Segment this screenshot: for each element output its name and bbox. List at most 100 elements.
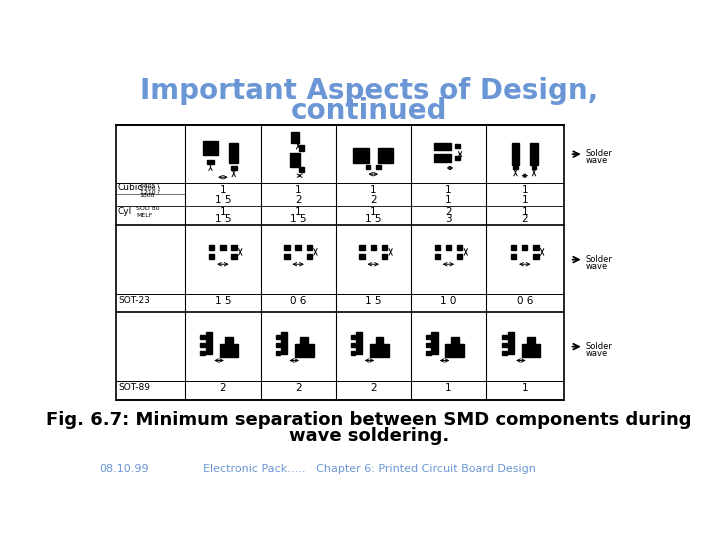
Bar xyxy=(291,132,299,143)
Text: MELF: MELF xyxy=(137,213,153,218)
Bar xyxy=(276,343,280,347)
Bar xyxy=(366,165,370,169)
Text: 0 6: 0 6 xyxy=(290,296,306,306)
Bar xyxy=(220,245,225,250)
Text: 1 5: 1 5 xyxy=(215,195,231,205)
Bar xyxy=(376,338,383,343)
Bar xyxy=(295,345,314,356)
Bar xyxy=(513,166,518,168)
Bar xyxy=(299,145,304,151)
Bar xyxy=(225,338,233,343)
Bar xyxy=(377,165,381,169)
Bar xyxy=(446,345,464,356)
Text: 2: 2 xyxy=(445,207,451,217)
Text: 1 5: 1 5 xyxy=(215,296,231,306)
Bar xyxy=(200,343,205,347)
Bar xyxy=(276,335,280,339)
Bar xyxy=(508,332,514,354)
Text: 1206 ): 1206 ) xyxy=(140,186,160,192)
Bar xyxy=(353,148,369,164)
Bar xyxy=(220,345,238,356)
Text: Solder: Solder xyxy=(586,342,613,351)
Text: 1: 1 xyxy=(370,207,377,217)
Bar xyxy=(200,335,205,339)
Text: 1: 1 xyxy=(294,185,302,195)
Bar xyxy=(300,338,308,343)
Text: 1: 1 xyxy=(521,383,528,393)
Text: Cubic: Cubic xyxy=(118,184,143,192)
Text: Important Aspects of Design,: Important Aspects of Design, xyxy=(140,77,598,105)
Text: wave: wave xyxy=(586,349,608,358)
Text: SOD 80: SOD 80 xyxy=(137,206,160,212)
Text: 1808: 1808 xyxy=(140,193,155,198)
Text: SOT-23: SOT-23 xyxy=(118,296,150,305)
Bar xyxy=(511,245,516,250)
Bar xyxy=(209,254,215,259)
Text: 1: 1 xyxy=(220,207,226,217)
Bar xyxy=(299,167,304,172)
Bar xyxy=(276,351,280,355)
Text: 2: 2 xyxy=(370,383,377,393)
Bar xyxy=(359,254,365,259)
Text: 1: 1 xyxy=(445,195,451,205)
Text: 1 0: 1 0 xyxy=(440,296,456,306)
Text: wave: wave xyxy=(586,262,608,271)
Bar xyxy=(503,335,507,339)
Bar xyxy=(446,245,451,250)
Text: 2: 2 xyxy=(294,383,302,393)
Bar xyxy=(451,338,459,343)
Bar xyxy=(284,245,289,250)
Bar xyxy=(295,245,301,250)
Bar xyxy=(527,338,535,343)
Bar xyxy=(431,332,438,354)
Text: 2: 2 xyxy=(294,195,302,205)
Bar xyxy=(207,160,215,164)
Bar xyxy=(433,143,451,150)
Bar xyxy=(203,141,218,155)
Bar xyxy=(371,245,376,250)
Bar xyxy=(503,343,507,347)
Text: Electronic Pack…..   Chapter 6: Printed Circuit Board Design: Electronic Pack….. Chapter 6: Printed Ci… xyxy=(202,464,536,475)
Text: Cyl: Cyl xyxy=(118,207,132,216)
Bar xyxy=(289,153,300,167)
Bar xyxy=(200,351,205,355)
Text: 1: 1 xyxy=(445,383,451,393)
Text: 2: 2 xyxy=(370,195,377,205)
Bar xyxy=(356,332,362,354)
Bar xyxy=(532,166,536,168)
Bar xyxy=(230,166,237,170)
Bar xyxy=(456,156,460,160)
Bar xyxy=(456,145,460,148)
Bar xyxy=(116,125,564,400)
Bar xyxy=(378,148,393,164)
Bar xyxy=(426,351,431,355)
Text: 1: 1 xyxy=(294,207,302,217)
Bar xyxy=(503,351,507,355)
Text: 3: 3 xyxy=(445,214,451,224)
Text: 08.10.99: 08.10.99 xyxy=(99,464,149,475)
Bar xyxy=(522,345,540,356)
Bar xyxy=(231,254,237,259)
Text: 1 5: 1 5 xyxy=(290,214,306,224)
Text: wave: wave xyxy=(586,157,608,165)
Text: Solder: Solder xyxy=(586,255,613,264)
Bar xyxy=(512,143,519,165)
Bar xyxy=(370,345,389,356)
Bar xyxy=(307,245,312,250)
Bar xyxy=(209,245,215,250)
Text: Fig. 6.7: Minimum separation between SMD components during: Fig. 6.7: Minimum separation between SMD… xyxy=(46,410,692,429)
Bar xyxy=(435,245,440,250)
Bar xyxy=(433,154,451,162)
Text: 1210 /: 1210 / xyxy=(140,190,159,194)
Bar xyxy=(534,254,539,259)
Bar xyxy=(351,351,356,355)
Bar xyxy=(231,245,237,250)
Text: 1 5: 1 5 xyxy=(365,214,382,224)
Text: 1 5: 1 5 xyxy=(215,214,231,224)
Text: 2: 2 xyxy=(521,214,528,224)
Text: 1: 1 xyxy=(370,185,377,195)
Text: 2: 2 xyxy=(220,383,226,393)
Bar xyxy=(426,343,431,347)
Bar xyxy=(457,254,462,259)
Bar xyxy=(284,254,289,259)
